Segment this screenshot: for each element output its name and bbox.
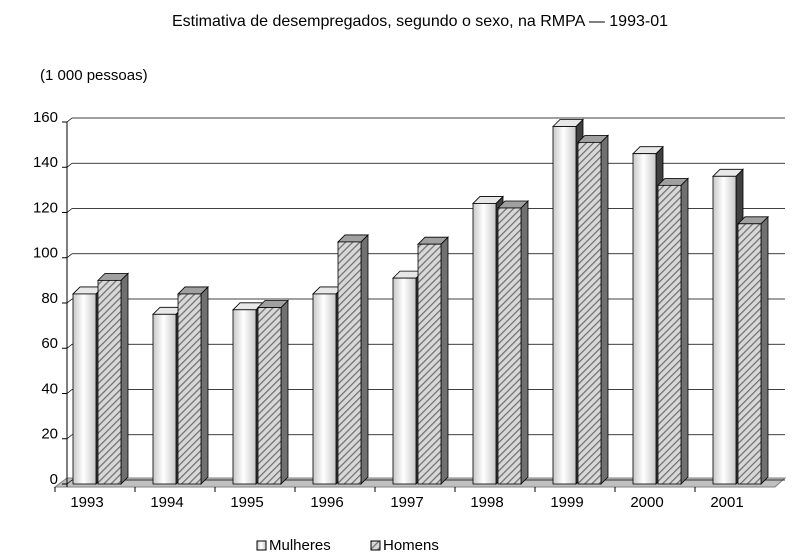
grid-line: [66, 389, 73, 394]
y-tick-label: 120: [33, 199, 58, 216]
bar: [712, 175, 737, 485]
y-tick-label: 140: [33, 154, 58, 171]
grid-line: [66, 117, 73, 123]
bar-side: [280, 299, 289, 485]
y-tick-label: 160: [33, 109, 58, 126]
bar: [497, 207, 522, 485]
bar: [177, 293, 202, 485]
chart-title: Estimativa de desempregados, segundo o s…: [172, 13, 668, 30]
x-tick-label: 1999: [550, 494, 583, 511]
bar-side: [360, 233, 369, 485]
x-tick-label: 1995: [230, 494, 263, 511]
x-tick-label: 1993: [70, 494, 103, 511]
bar: [257, 307, 282, 485]
y-tick-label: 0: [50, 471, 58, 488]
legend-label: Homens: [383, 537, 439, 554]
grid-line: [66, 298, 73, 304]
bar: [152, 313, 177, 485]
bar-side: [760, 215, 769, 485]
grid-line: [66, 253, 73, 259]
chart-subtitle: (1 000 pessoas): [40, 67, 148, 84]
x-tick-label: 1994: [150, 494, 183, 511]
y-tick-label: 40: [41, 380, 58, 397]
y-tick-label: 60: [41, 335, 58, 352]
bar: [632, 153, 657, 485]
x-tick-label: 2001: [710, 494, 743, 511]
bar: [232, 309, 257, 485]
bar: [417, 243, 442, 485]
bar: [577, 141, 602, 485]
bar: [472, 203, 497, 485]
x-tick-label: 2000: [630, 494, 663, 511]
x-tick-label: 1997: [390, 494, 423, 511]
bar-side: [440, 236, 449, 485]
bar: [657, 184, 682, 485]
bar-side: [520, 200, 529, 485]
y-tick-label: 80: [41, 290, 58, 307]
grid-line: [66, 479, 73, 485]
x-tick-label: 1998: [470, 494, 503, 511]
bar-side: [120, 272, 129, 485]
x-tick-label: 1996: [310, 494, 343, 511]
grid-line: [66, 434, 73, 440]
grid-line: [66, 208, 73, 213]
legend-label: Mulheres: [269, 537, 331, 554]
bar-side: [680, 177, 689, 485]
bar-side: [600, 134, 609, 485]
bar: [737, 223, 762, 485]
bar: [552, 126, 577, 485]
bar: [97, 279, 122, 485]
grid-line: [66, 343, 73, 349]
bar: [312, 293, 337, 485]
legend-swatch: [256, 540, 267, 551]
legend-swatch: [370, 540, 381, 551]
y-tick-label: 20: [41, 426, 58, 443]
y-tick-label: 100: [33, 245, 58, 262]
bar: [392, 277, 417, 485]
bar: [337, 241, 362, 485]
bar: [72, 293, 97, 485]
grid-line: [66, 162, 73, 168]
bar-side: [200, 285, 209, 485]
